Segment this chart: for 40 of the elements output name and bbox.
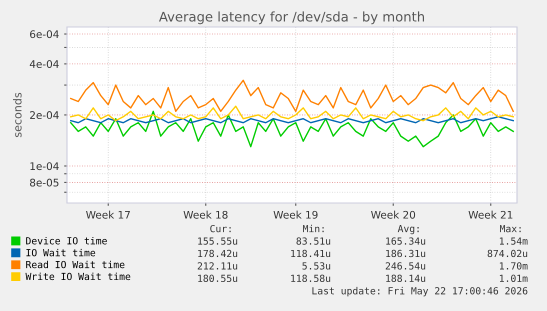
line-series: [70, 110, 514, 148]
text: 5.53u: [302, 262, 330, 270]
legend-label: Read IO Wait time: [26, 260, 124, 268]
text: 83.51u: [296, 237, 330, 245]
y-axis-title: seconds: [13, 92, 22, 138]
x-tick-label: Week 17: [86, 210, 130, 219]
text: 874.02u: [488, 250, 528, 258]
text: 178.42u: [198, 250, 238, 258]
line-series: [70, 106, 514, 122]
text: Cur:: [210, 224, 231, 232]
text: Avg:: [398, 225, 419, 234]
line-series: [70, 80, 514, 112]
y-tick-label: 6e-04: [30, 30, 59, 38]
y-tick-label: 4e-04: [30, 60, 59, 68]
legend-label: IO Wait time: [26, 248, 96, 256]
chart-title: Average latency for /dev/sda - by month: [158, 11, 424, 24]
text: 1.01m: [500, 274, 528, 282]
text: 246.54u: [386, 262, 426, 270]
text: 188.14u: [386, 274, 426, 282]
text: 1.70m: [500, 262, 528, 270]
legend-label: Device IO time: [26, 236, 107, 244]
legend-label: Write IO Wait time: [26, 272, 130, 280]
y-tick-label: 2e-04: [30, 111, 59, 120]
y-tick-label: 1e-04: [30, 162, 59, 170]
y-tick-label: 8e-05: [30, 178, 58, 187]
text: 186.31u: [386, 250, 426, 258]
x-tick-label: Week 20: [371, 210, 416, 219]
text: Last update: Fri May 22 17:00:46 2026: [312, 286, 528, 296]
text: 165.34u: [386, 237, 426, 245]
text: 1.54m: [500, 238, 528, 245]
text: 118.58u: [291, 274, 330, 282]
text: Max:: [500, 225, 521, 232]
text: 118.41u: [291, 250, 330, 258]
text: 212.11u: [198, 262, 238, 270]
text: 180.55u: [198, 274, 238, 282]
x-tick-label: Week 18: [184, 210, 228, 219]
x-tick-label: Week 21: [468, 210, 512, 219]
text: Min:: [302, 224, 324, 232]
x-tick-label: Week 19: [274, 210, 318, 219]
text: 155.55u: [198, 238, 238, 245]
